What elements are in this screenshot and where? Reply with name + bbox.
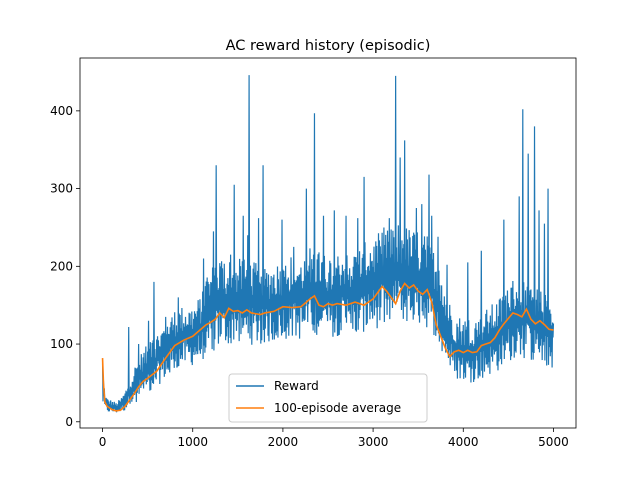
plot-frame [79, 57, 577, 429]
series-line-reward [101, 75, 555, 413]
y-tick-label: 400 [50, 104, 73, 118]
legend-label-reward: Reward [274, 379, 319, 393]
series-line-average [101, 282, 554, 412]
x-tick-label: 4000 [448, 435, 479, 449]
y-tick-label: 0 [65, 415, 73, 429]
x-axis-ticks: 0 1000 2000 3000 4000 5000 [99, 428, 569, 449]
x-tick-label: 2000 [268, 435, 299, 449]
y-tick-label: 300 [50, 182, 73, 196]
x-tick-label: 3000 [358, 435, 389, 449]
legend-label-average: 100-episode average [274, 401, 401, 415]
x-tick-label: 1000 [177, 435, 208, 449]
plot-content [101, 75, 555, 413]
y-axis-ticks: 0 100 200 300 400 [50, 104, 80, 429]
legend: Reward 100-episode average [228, 373, 428, 423]
legend-box [228, 373, 428, 423]
y-tick-label: 200 [50, 259, 73, 273]
x-tick-label: 0 [99, 435, 107, 449]
y-tick-label: 100 [50, 337, 73, 351]
chart-title: AC reward history (episodic) [226, 38, 431, 54]
x-tick-label: 5000 [538, 435, 569, 449]
